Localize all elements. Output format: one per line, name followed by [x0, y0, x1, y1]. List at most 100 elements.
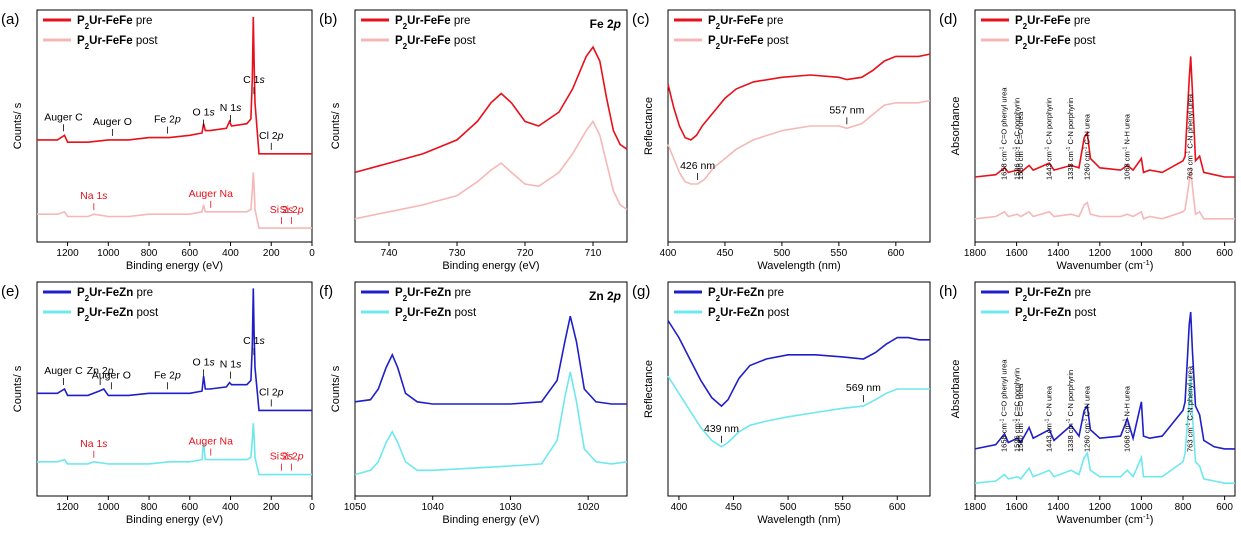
- x-tick-label: 1200: [1089, 502, 1112, 513]
- x-axis-label: Wavelength (nm): [757, 260, 840, 272]
- legend-entry: P2Ur-FeFe pre: [1015, 15, 1090, 31]
- series-line-pre: [974, 311, 1235, 450]
- x-tick-label: 1000: [1130, 502, 1153, 513]
- panel-label: (b): [319, 11, 337, 28]
- x-tick-label: 800: [141, 248, 158, 259]
- x-tick-label: 0: [309, 248, 315, 259]
- series-line-pre: [354, 316, 627, 405]
- x-tick-label: 450: [717, 248, 734, 259]
- x-tick-label: 1800: [964, 502, 987, 513]
- plot-frame: [354, 9, 628, 243]
- panel-c: 400 450 500 550 600 Wavelength (nm) Reflectanc…: [632, 9, 931, 272]
- peak-annotation: Na 1s: [80, 190, 108, 202]
- x-tick-label: 0: [309, 502, 315, 513]
- legend-entry: P2Ur-FeFe post: [1015, 35, 1096, 51]
- x-tick-label: 1600: [1005, 502, 1028, 513]
- peak-annotation: Auger C: [44, 365, 83, 377]
- peak-annotation: 1260 cm-1 C-N urea: [1082, 113, 1091, 180]
- peak-annotation: 1580 cm-1 C=O urea: [1016, 111, 1025, 180]
- x-tick-label: 1800: [964, 248, 987, 259]
- y-axis-label: Counts/ s: [330, 102, 342, 149]
- peak-annotation: Zn 2p: [87, 365, 114, 377]
- x-tick-label: 1000: [97, 502, 120, 513]
- series-line-pre: [974, 56, 1235, 178]
- series-line-post: [667, 99, 931, 185]
- x-tick-label: 1030: [499, 502, 522, 513]
- x-tick-label: 600: [181, 502, 198, 513]
- peak-annotation: N 1s: [220, 359, 242, 371]
- peak-annotation: 1260 cm-1 C-N urea: [1082, 385, 1091, 452]
- x-axis-label: Wavenumber (cm-1): [1057, 512, 1154, 527]
- panel-b: 740 730 720 710 Binding energy (eV) Counts/ s…: [319, 9, 628, 272]
- x-axis-label: Binding energy (eV): [442, 260, 539, 272]
- series-line-post: [974, 376, 1235, 485]
- x-tick-label: 740: [381, 248, 398, 259]
- x-tick-label: 600: [889, 502, 906, 513]
- peak-annotation: Si 2p: [280, 451, 304, 463]
- panel-d: 1800 1600 1400 1200 1000 800 600 Wavenumber (cm…: [939, 9, 1236, 272]
- panel-label: (g): [632, 283, 650, 300]
- x-tick-label: 1020: [577, 502, 600, 513]
- y-axis-label: Reflectance: [643, 97, 655, 155]
- peak-annotation: 569 nm: [846, 382, 881, 394]
- x-axis-label: Binding energy (eV): [126, 260, 223, 272]
- y-axis-label: Absorbance: [950, 97, 962, 156]
- x-axis-label: Binding energy (eV): [126, 514, 223, 526]
- plot-frame: [974, 9, 1236, 243]
- x-tick-label: 1200: [1089, 248, 1112, 259]
- peak-annotation: C 1s: [243, 74, 265, 86]
- legend-entry: P2Ur-FeZn pre: [1015, 287, 1091, 303]
- panel-e: 1200 1000 800 600 400 200 0 Binding energy (eV)…: [1, 281, 315, 526]
- series-line-post: [667, 375, 930, 448]
- peak-annotation: Auger O: [93, 116, 132, 128]
- peak-annotation: Cl 2p: [259, 386, 284, 398]
- x-tick-label: 800: [1175, 502, 1192, 513]
- panel-label: (f): [319, 283, 333, 300]
- series-line-pre: [667, 320, 930, 408]
- legend-entry: P2Ur-FeFe pre: [77, 15, 152, 31]
- x-tick-label: 550: [831, 248, 848, 259]
- panel-label: (d): [939, 11, 957, 28]
- panel-label: (c): [632, 11, 650, 28]
- legend-entry: P2Ur-FeFe post: [395, 35, 476, 51]
- panel-label: (e): [1, 283, 19, 300]
- peak-annotation: Si 2s: [270, 204, 294, 216]
- x-tick-label: 400: [671, 502, 688, 513]
- x-tick-label: 450: [725, 502, 742, 513]
- peak-annotation: Auger Na: [189, 436, 234, 448]
- peak-annotation: 763 cm-1 C-N phenyl urea: [1186, 93, 1195, 180]
- y-axis-label: Absorbance: [950, 360, 962, 419]
- x-tick-label: 200: [263, 502, 280, 513]
- peak-annotation: O 1s: [193, 107, 216, 119]
- x-tick-label: 720: [517, 248, 534, 259]
- legend-entry: P2Ur-FeZn pre: [77, 287, 153, 303]
- panel-a: 1200 1000 800 600 400 200 0 Binding energy (eV)…: [1, 9, 315, 272]
- panel-h: 1800 1600 1400 1200 1000 800 600 Wavenumber (cm…: [939, 281, 1236, 527]
- y-axis-label: Counts/ s: [12, 365, 24, 412]
- panel-label: (a): [1, 11, 19, 28]
- legend-entry: P2Ur-FeFe post: [77, 35, 158, 51]
- series-line-pre: [37, 288, 312, 412]
- peak-annotation: 1658 cm-1 C=O phenyl urea: [1000, 359, 1009, 452]
- x-axis-label: Wavelength (nm): [757, 514, 840, 526]
- panel-title: Zn 2p: [589, 289, 621, 303]
- peak-annotation: N 1s: [220, 102, 242, 114]
- x-tick-label: 400: [222, 248, 239, 259]
- x-tick-label: 1000: [97, 248, 120, 259]
- y-axis-label: Counts/ s: [330, 365, 342, 412]
- x-tick-label: 1200: [56, 502, 79, 513]
- series-line-pre: [667, 53, 931, 141]
- peak-annotation: Auger O: [92, 369, 131, 381]
- peak-annotation: 1658 cm-1 C=O phenyl urea: [1000, 87, 1009, 180]
- peak-annotation: 1596 cm-1 C-C porphyrin: [1012, 98, 1021, 180]
- plot-frame: [36, 9, 313, 243]
- legend-entry: P2Ur-FeZn post: [395, 307, 477, 323]
- peak-annotation: C 1s: [243, 335, 265, 347]
- peak-annotation: Auger C: [44, 111, 83, 123]
- x-tick-label: 550: [834, 502, 851, 513]
- peak-annotation: 439 nm: [704, 423, 739, 435]
- x-axis-label: Binding energy (eV): [442, 514, 539, 526]
- x-tick-label: 1000: [1130, 248, 1153, 259]
- x-tick-label: 710: [585, 248, 602, 259]
